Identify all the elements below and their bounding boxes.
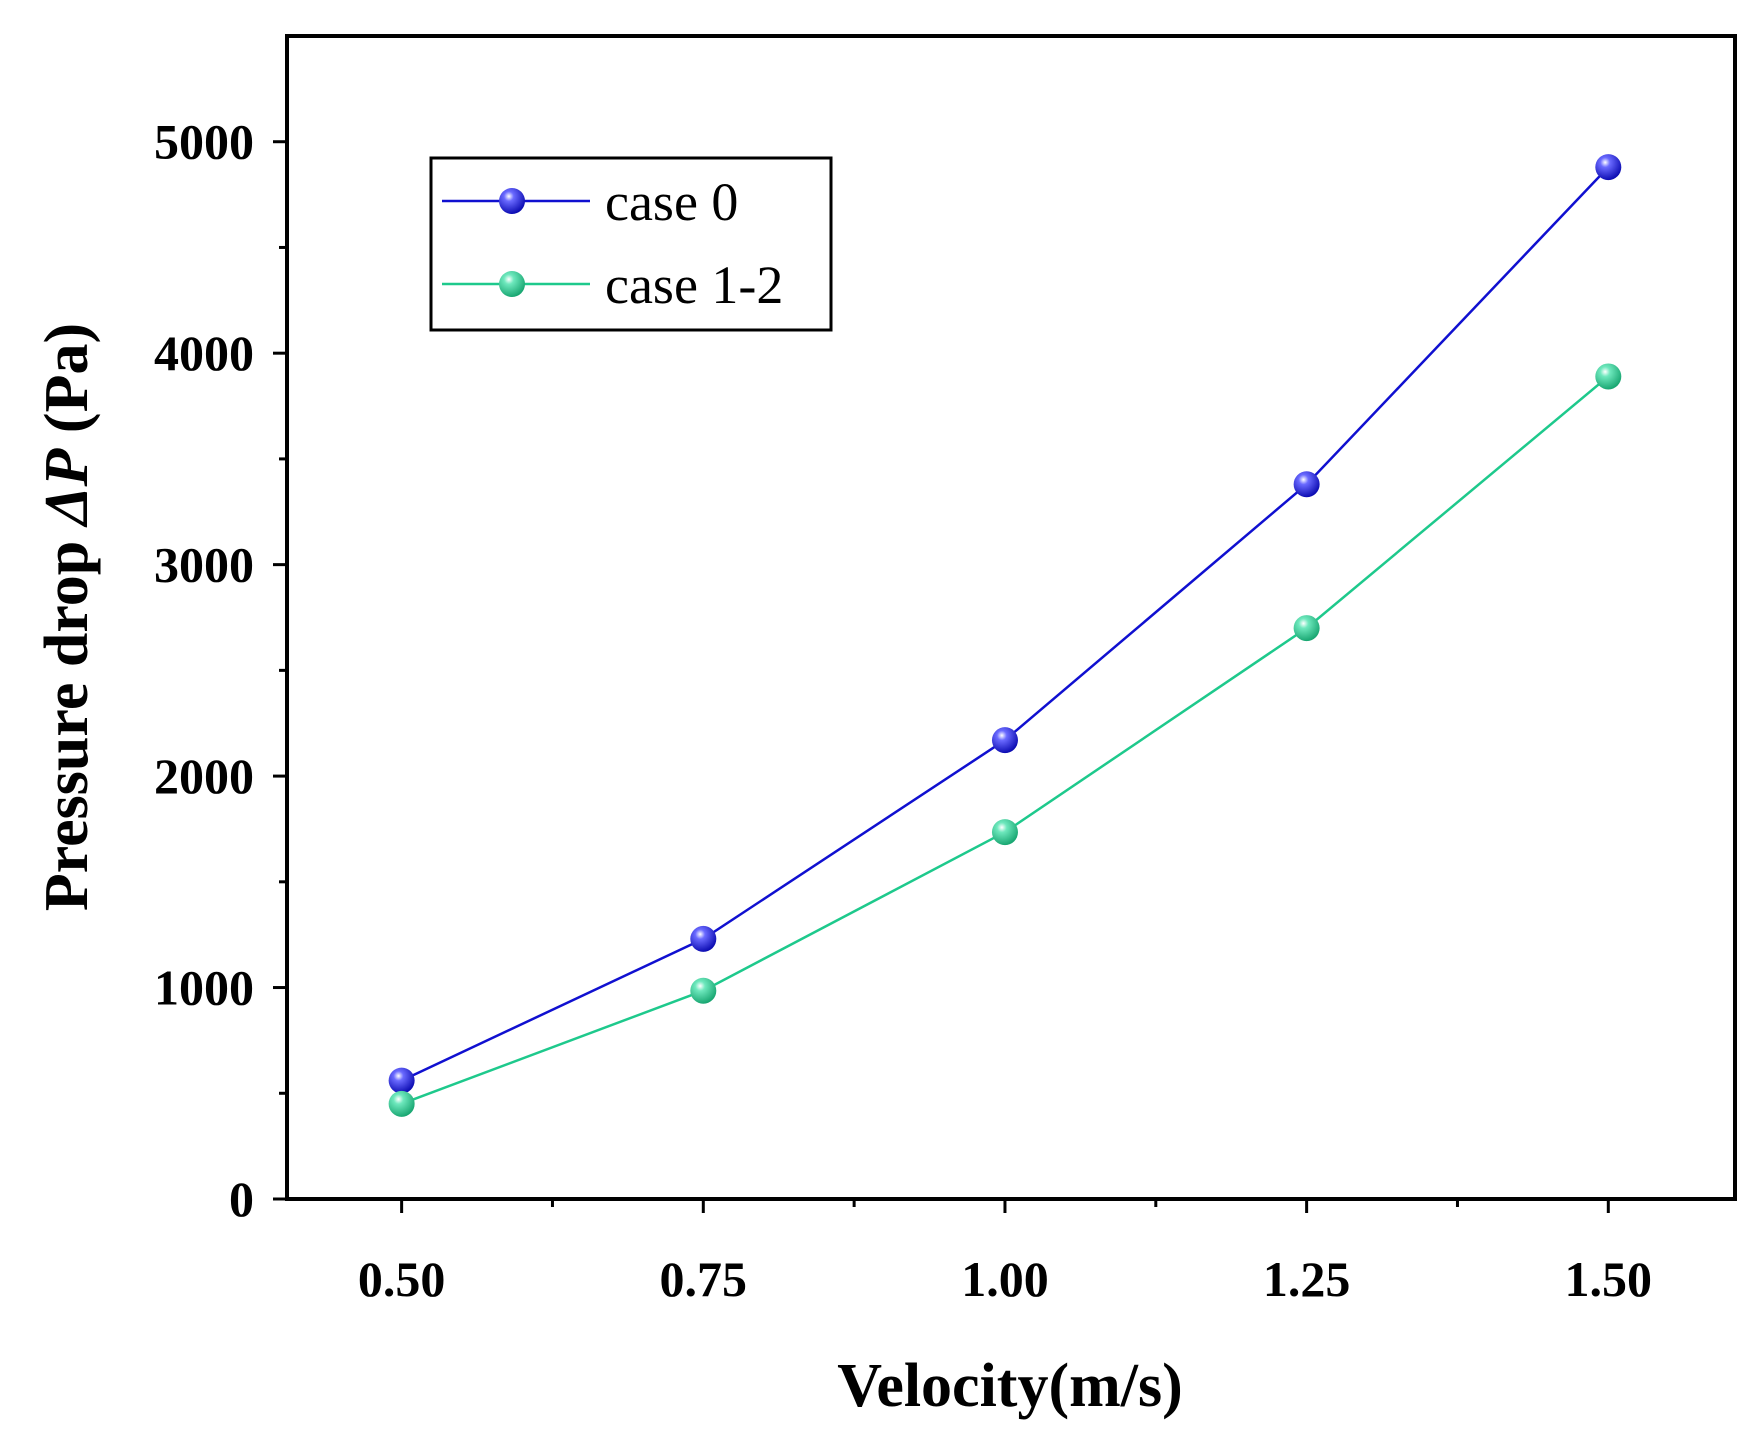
legend-box: [429, 156, 833, 332]
legend-label-case-0: case 0: [605, 172, 738, 232]
y-axis-title-symbol: ΔP: [33, 447, 101, 528]
y-tick-label: 0: [229, 1171, 254, 1227]
legend: case 0 case 1-2: [429, 156, 833, 332]
y-axis-title-prefix: Pressure drop: [33, 525, 101, 911]
data-point-case-0: [690, 925, 717, 952]
data-point-case-0: [991, 727, 1018, 754]
data-point-case-0: [1293, 471, 1320, 498]
y-tick-label: 5000: [154, 114, 254, 170]
legend-marker-case-1-2: [499, 271, 525, 297]
data-point-case-0: [388, 1067, 415, 1094]
data-point-case-1-2: [388, 1090, 415, 1117]
y-tick-label: 3000: [154, 537, 254, 593]
x-tick-label: 0.75: [660, 1251, 748, 1307]
data-point-case-1-2: [1595, 363, 1622, 390]
x-tick-label: 1.00: [961, 1251, 1049, 1307]
data-point-case-1-2: [690, 977, 717, 1004]
x-tick-label: 1.25: [1263, 1251, 1351, 1307]
x-tick-label: 0.50: [358, 1251, 446, 1307]
y-tick-label: 4000: [154, 325, 254, 381]
y-tick-label: 2000: [154, 748, 254, 804]
y-axis-title: Pressure drop ΔP (Pa): [33, 323, 101, 911]
data-point-case-1-2: [991, 819, 1018, 846]
legend-label-case-1-2: case 1-2: [605, 255, 783, 315]
data-point-case-0: [1595, 154, 1622, 181]
legend-marker-case-0: [499, 188, 525, 214]
y-tick-label: 1000: [154, 960, 254, 1016]
x-tick-label: 1.50: [1565, 1251, 1653, 1307]
data-point-case-1-2: [1293, 615, 1320, 642]
x-axis-title: Velocity(m/s): [837, 1352, 1183, 1420]
plot-frame: [285, 34, 1737, 1201]
y-axis-title-suffix: (Pa): [33, 323, 101, 449]
